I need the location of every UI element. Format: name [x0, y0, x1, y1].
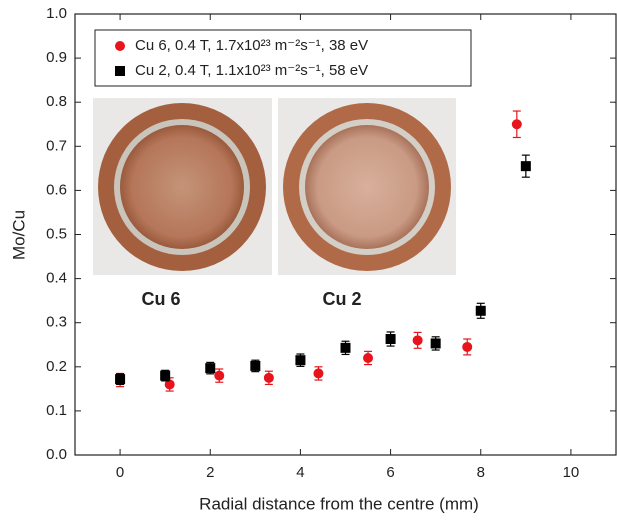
point [263, 372, 274, 383]
point [385, 334, 396, 345]
y-tick-label: 0.1 [46, 402, 67, 419]
y-tick-label: 1.0 [46, 5, 67, 22]
x-tick-label: 0 [116, 464, 124, 481]
y-tick-label: 0.8 [46, 93, 67, 110]
point [250, 360, 261, 371]
point [160, 370, 171, 381]
legend-marker [115, 66, 125, 76]
point [313, 368, 324, 379]
x-tick-label: 4 [296, 464, 304, 481]
point [363, 352, 374, 363]
y-tick-label: 0.6 [46, 181, 67, 198]
point [340, 342, 351, 353]
y-axis-label: Mo/Cu [9, 210, 28, 260]
legend-box [94, 29, 472, 87]
point [205, 363, 216, 374]
point [412, 335, 423, 346]
point [214, 370, 225, 381]
x-axis-label: Radial distance from the centre (mm) [199, 494, 479, 513]
x-tick-label: 8 [477, 464, 485, 481]
legend-label: Cu 2, 0.4 T, 1.1x10²³ m⁻²s⁻¹, 58 eV [135, 62, 368, 79]
y-tick-label: 0.5 [46, 225, 67, 242]
annotation: Cu 6 [141, 289, 180, 309]
point [295, 355, 306, 366]
y-tick-label: 0.0 [46, 446, 67, 463]
annotation: Cu 2 [322, 289, 361, 309]
point [520, 161, 531, 172]
y-tick-label: 0.3 [46, 314, 67, 331]
point [462, 341, 473, 352]
y-tick-label: 0.4 [46, 270, 67, 287]
x-tick-label: 10 [563, 464, 580, 481]
point [511, 119, 522, 130]
legend-marker [115, 41, 125, 51]
point [115, 374, 126, 385]
x-tick-label: 6 [386, 464, 394, 481]
point [475, 305, 486, 316]
point [430, 338, 441, 349]
x-tick-label: 2 [206, 464, 214, 481]
point [164, 379, 175, 390]
y-tick-label: 0.9 [46, 49, 67, 66]
y-tick-label: 0.7 [46, 137, 67, 154]
inset-photos [93, 98, 456, 275]
legend-label: Cu 6, 0.4 T, 1.7x10²³ m⁻²s⁻¹, 38 eV [135, 37, 368, 54]
y-tick-label: 0.2 [46, 358, 67, 375]
